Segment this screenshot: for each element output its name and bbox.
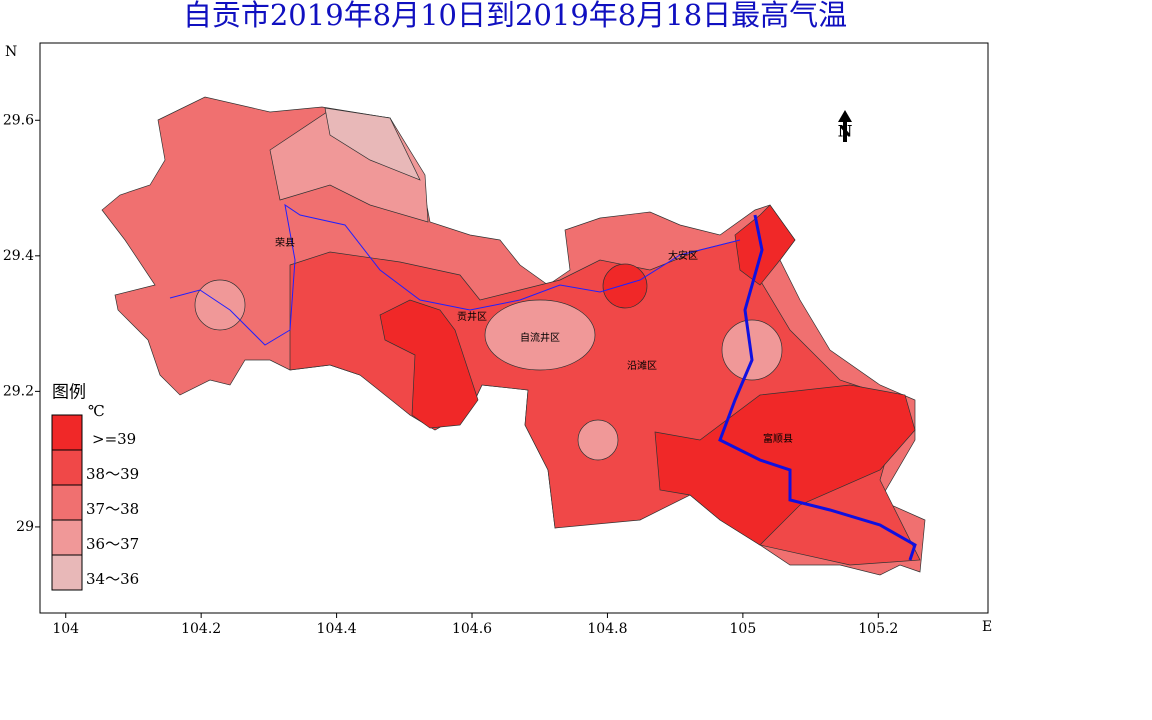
- zone-39: [602, 263, 648, 309]
- y-tick-label: 29.2: [3, 383, 34, 399]
- zone-39: [379, 299, 479, 429]
- zone-39: [654, 384, 916, 546]
- y-tick-label: 29.6: [3, 112, 34, 128]
- place-label: 沿滩区: [627, 359, 657, 372]
- y-axis-label: N: [5, 44, 17, 60]
- zone-36-37: [194, 279, 246, 331]
- legend-title: 图例: [52, 383, 86, 403]
- legend-label: 34～36: [86, 570, 139, 588]
- place-label: 自流井区: [520, 331, 560, 344]
- x-tick-label: 104.2: [181, 621, 221, 637]
- legend: >=39 38～39 37～38 36～37 34～36: [51, 414, 139, 591]
- legend-swatch: [51, 414, 83, 451]
- legend-swatch: [51, 484, 83, 521]
- legend-label: 37～38: [86, 500, 139, 518]
- zone-36-37: [484, 299, 596, 371]
- x-tick-label: 105.2: [858, 621, 898, 637]
- x-tick-label: 104.8: [587, 621, 627, 637]
- place-label: 大安区: [668, 249, 698, 262]
- legend-label: 38～39: [86, 465, 139, 483]
- zone-34-36: [324, 107, 421, 181]
- legend-unit: ℃: [88, 402, 105, 420]
- legend-label: 36～37: [86, 535, 139, 553]
- zone-36-37: [577, 419, 619, 461]
- north-arrow-label: N: [838, 122, 853, 141]
- x-tick-label: 105: [730, 621, 757, 637]
- legend-swatch: [51, 554, 83, 591]
- y-tick-label: 29: [16, 519, 34, 535]
- zone-39: [734, 204, 796, 286]
- legend-swatch: [51, 519, 83, 556]
- x-tick-label: 104.4: [317, 621, 357, 637]
- legend-label: >=39: [92, 430, 136, 448]
- place-label: 荣县: [275, 237, 295, 249]
- title: 自贡市2019年8月10日到2019年8月18日最高气温: [183, 0, 847, 32]
- x-tick-label: 104: [52, 621, 79, 637]
- river: [169, 203, 741, 346]
- legend-swatch: [51, 449, 83, 486]
- place-label: 富顺县: [763, 432, 793, 445]
- y-tick-label: 29.4: [3, 248, 34, 264]
- river: [718, 214, 917, 561]
- x-axis-label: E: [982, 619, 992, 635]
- x-tick-label: 104.6: [452, 621, 492, 637]
- place-label: 贡井区: [457, 310, 487, 323]
- north-arrow: N: [838, 110, 853, 142]
